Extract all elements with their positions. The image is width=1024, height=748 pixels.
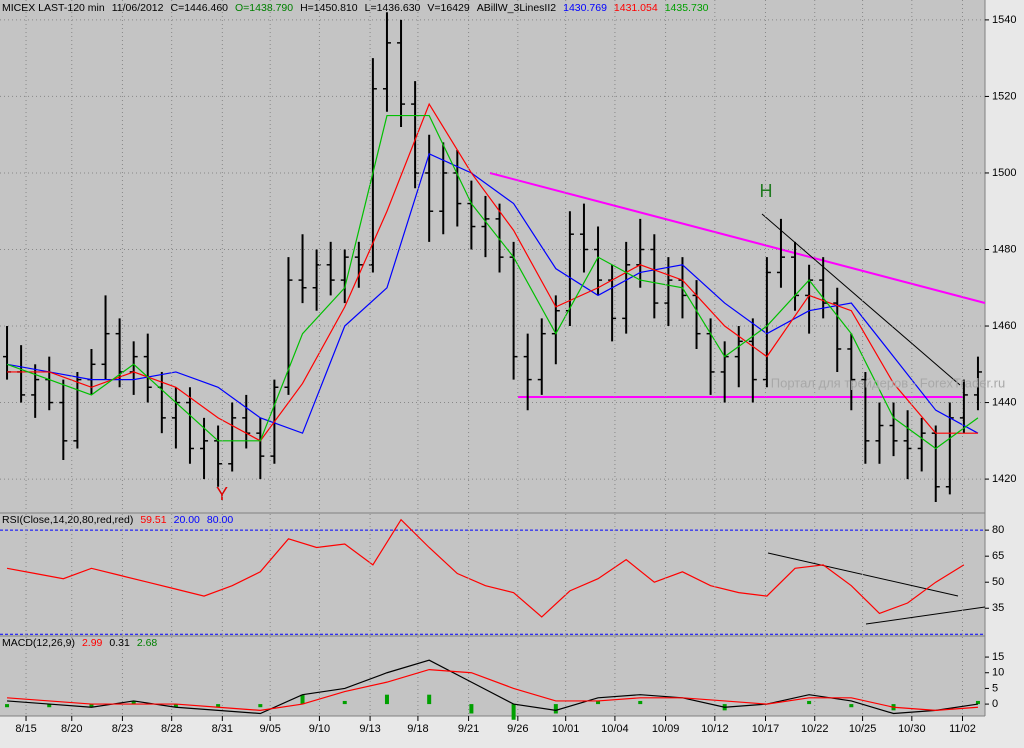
y-tick-label: 0: [992, 698, 998, 710]
y-tick-label: 50: [992, 576, 1004, 588]
histogram-bar: [511, 704, 516, 720]
x-tick-label: 8/20: [61, 723, 82, 735]
y-tick-label: 5: [992, 682, 998, 694]
time-axis-background: [0, 716, 985, 748]
y-tick-label: 1500: [992, 167, 1016, 179]
x-tick-label: 11/02: [949, 723, 976, 735]
panel-header: RSI(Close,14,20,80,red,red) 59.51 20.00 80.…: [2, 514, 233, 526]
histogram-bar: [342, 700, 347, 705]
histogram-bar: [89, 704, 94, 708]
header-text: L=1436.630: [364, 2, 421, 14]
series-line: [6, 518, 965, 618]
histogram-bar: [975, 700, 980, 705]
y-tick-label: 35: [992, 602, 1004, 614]
x-tick-label: 10/17: [752, 723, 780, 735]
histogram-bar: [131, 700, 136, 705]
y-tick-label: 1520: [992, 90, 1016, 102]
header-text: MICEX LAST-120 min: [2, 2, 105, 14]
histogram-bar: [216, 704, 221, 708]
histogram-bar: [5, 704, 10, 708]
y-tick-label: 15: [992, 651, 1004, 663]
annotation: Портал для трейдеров - ForexTrader.ru: [771, 375, 1005, 390]
header-text: RSI(Close,14,20,80,red,red): [2, 514, 134, 526]
histogram-bar: [427, 694, 432, 705]
histogram-bar: [384, 694, 389, 705]
y-tick-label: 80: [992, 524, 1004, 536]
x-tick-label: 10/22: [801, 723, 829, 735]
histogram-bar: [807, 700, 812, 705]
header-text: MACD(12,26,9): [2, 637, 75, 649]
y-tick-label: 1440: [992, 396, 1016, 408]
x-tick-label: 9/10: [309, 723, 330, 735]
x-tick-label: 10/09: [652, 723, 680, 735]
x-tick-label: 9/26: [507, 723, 528, 735]
panel-header: MACD(12,26,9) 2.99 0.31 2.68: [2, 637, 157, 649]
x-tick-label: 10/12: [701, 723, 729, 735]
y-tick-label: 1420: [992, 473, 1016, 485]
x-tick-label: 10/30: [898, 723, 926, 735]
y-tick-label: 1540: [992, 14, 1016, 26]
header-text: 1435.730: [664, 2, 709, 14]
x-tick-label: 9/18: [407, 723, 428, 735]
x-tick-label: 8/15: [15, 723, 36, 735]
annotation: Y: [216, 484, 228, 504]
histogram-bar: [469, 704, 474, 714]
series-line: [6, 153, 979, 434]
histogram-bar: [173, 704, 178, 708]
x-tick-label: 9/05: [259, 723, 280, 735]
panel-header: MICEX LAST-120 min 11/06/2012 C=1446.460 O=…: [2, 2, 709, 14]
header-text: 11/06/2012: [111, 2, 164, 14]
x-tick-label: 9/21: [458, 723, 479, 735]
histogram-bar: [596, 700, 601, 705]
y-tick-label: 1460: [992, 320, 1016, 332]
series-line: [6, 114, 979, 450]
x-tick-label: 8/28: [161, 723, 182, 735]
header-text: 0.31: [109, 637, 130, 649]
annotation: H: [760, 181, 773, 201]
price-axis-background: [985, 0, 1024, 748]
x-tick-label: 10/01: [552, 723, 580, 735]
header-text: 2.68: [136, 637, 158, 649]
x-tick-label: 9/13: [359, 723, 380, 735]
header-text: 1430.769: [563, 2, 607, 14]
header-text: ABillW_3LinesII2: [476, 2, 557, 14]
header-text: V=16429: [427, 2, 470, 14]
header-text: 20.00: [173, 514, 200, 526]
series-line: [6, 668, 979, 711]
series-line: [6, 659, 979, 715]
histogram-bar: [47, 704, 52, 708]
x-tick-label: 8/23: [112, 723, 133, 735]
y-tick-label: 65: [992, 550, 1004, 562]
header-text: C=1446.460: [170, 2, 228, 14]
header-text: H=1450.810: [300, 2, 358, 14]
header-text: O=1438.790: [235, 2, 294, 14]
plot-background: [0, 0, 985, 716]
histogram-bar: [638, 700, 643, 705]
header-text: 59.51: [140, 514, 167, 526]
x-tick-label: 10/04: [601, 723, 629, 735]
histogram-bar: [300, 694, 305, 705]
header-text: 2.99: [81, 637, 103, 649]
series-line: [7, 102, 978, 442]
header-text: 80.00: [206, 514, 234, 526]
y-tick-label: 10: [992, 667, 1004, 679]
resistance-line: [489, 172, 986, 304]
y-tick-label: 1480: [992, 243, 1016, 255]
histogram-bar: [553, 704, 558, 714]
x-tick-label: 8/31: [212, 723, 233, 735]
rsi-trend-line: [865, 606, 986, 625]
x-tick-label: 10/25: [849, 723, 877, 735]
histogram-bar: [849, 704, 854, 708]
header-text: 1431.054: [613, 2, 658, 14]
histogram-bar: [258, 704, 263, 708]
